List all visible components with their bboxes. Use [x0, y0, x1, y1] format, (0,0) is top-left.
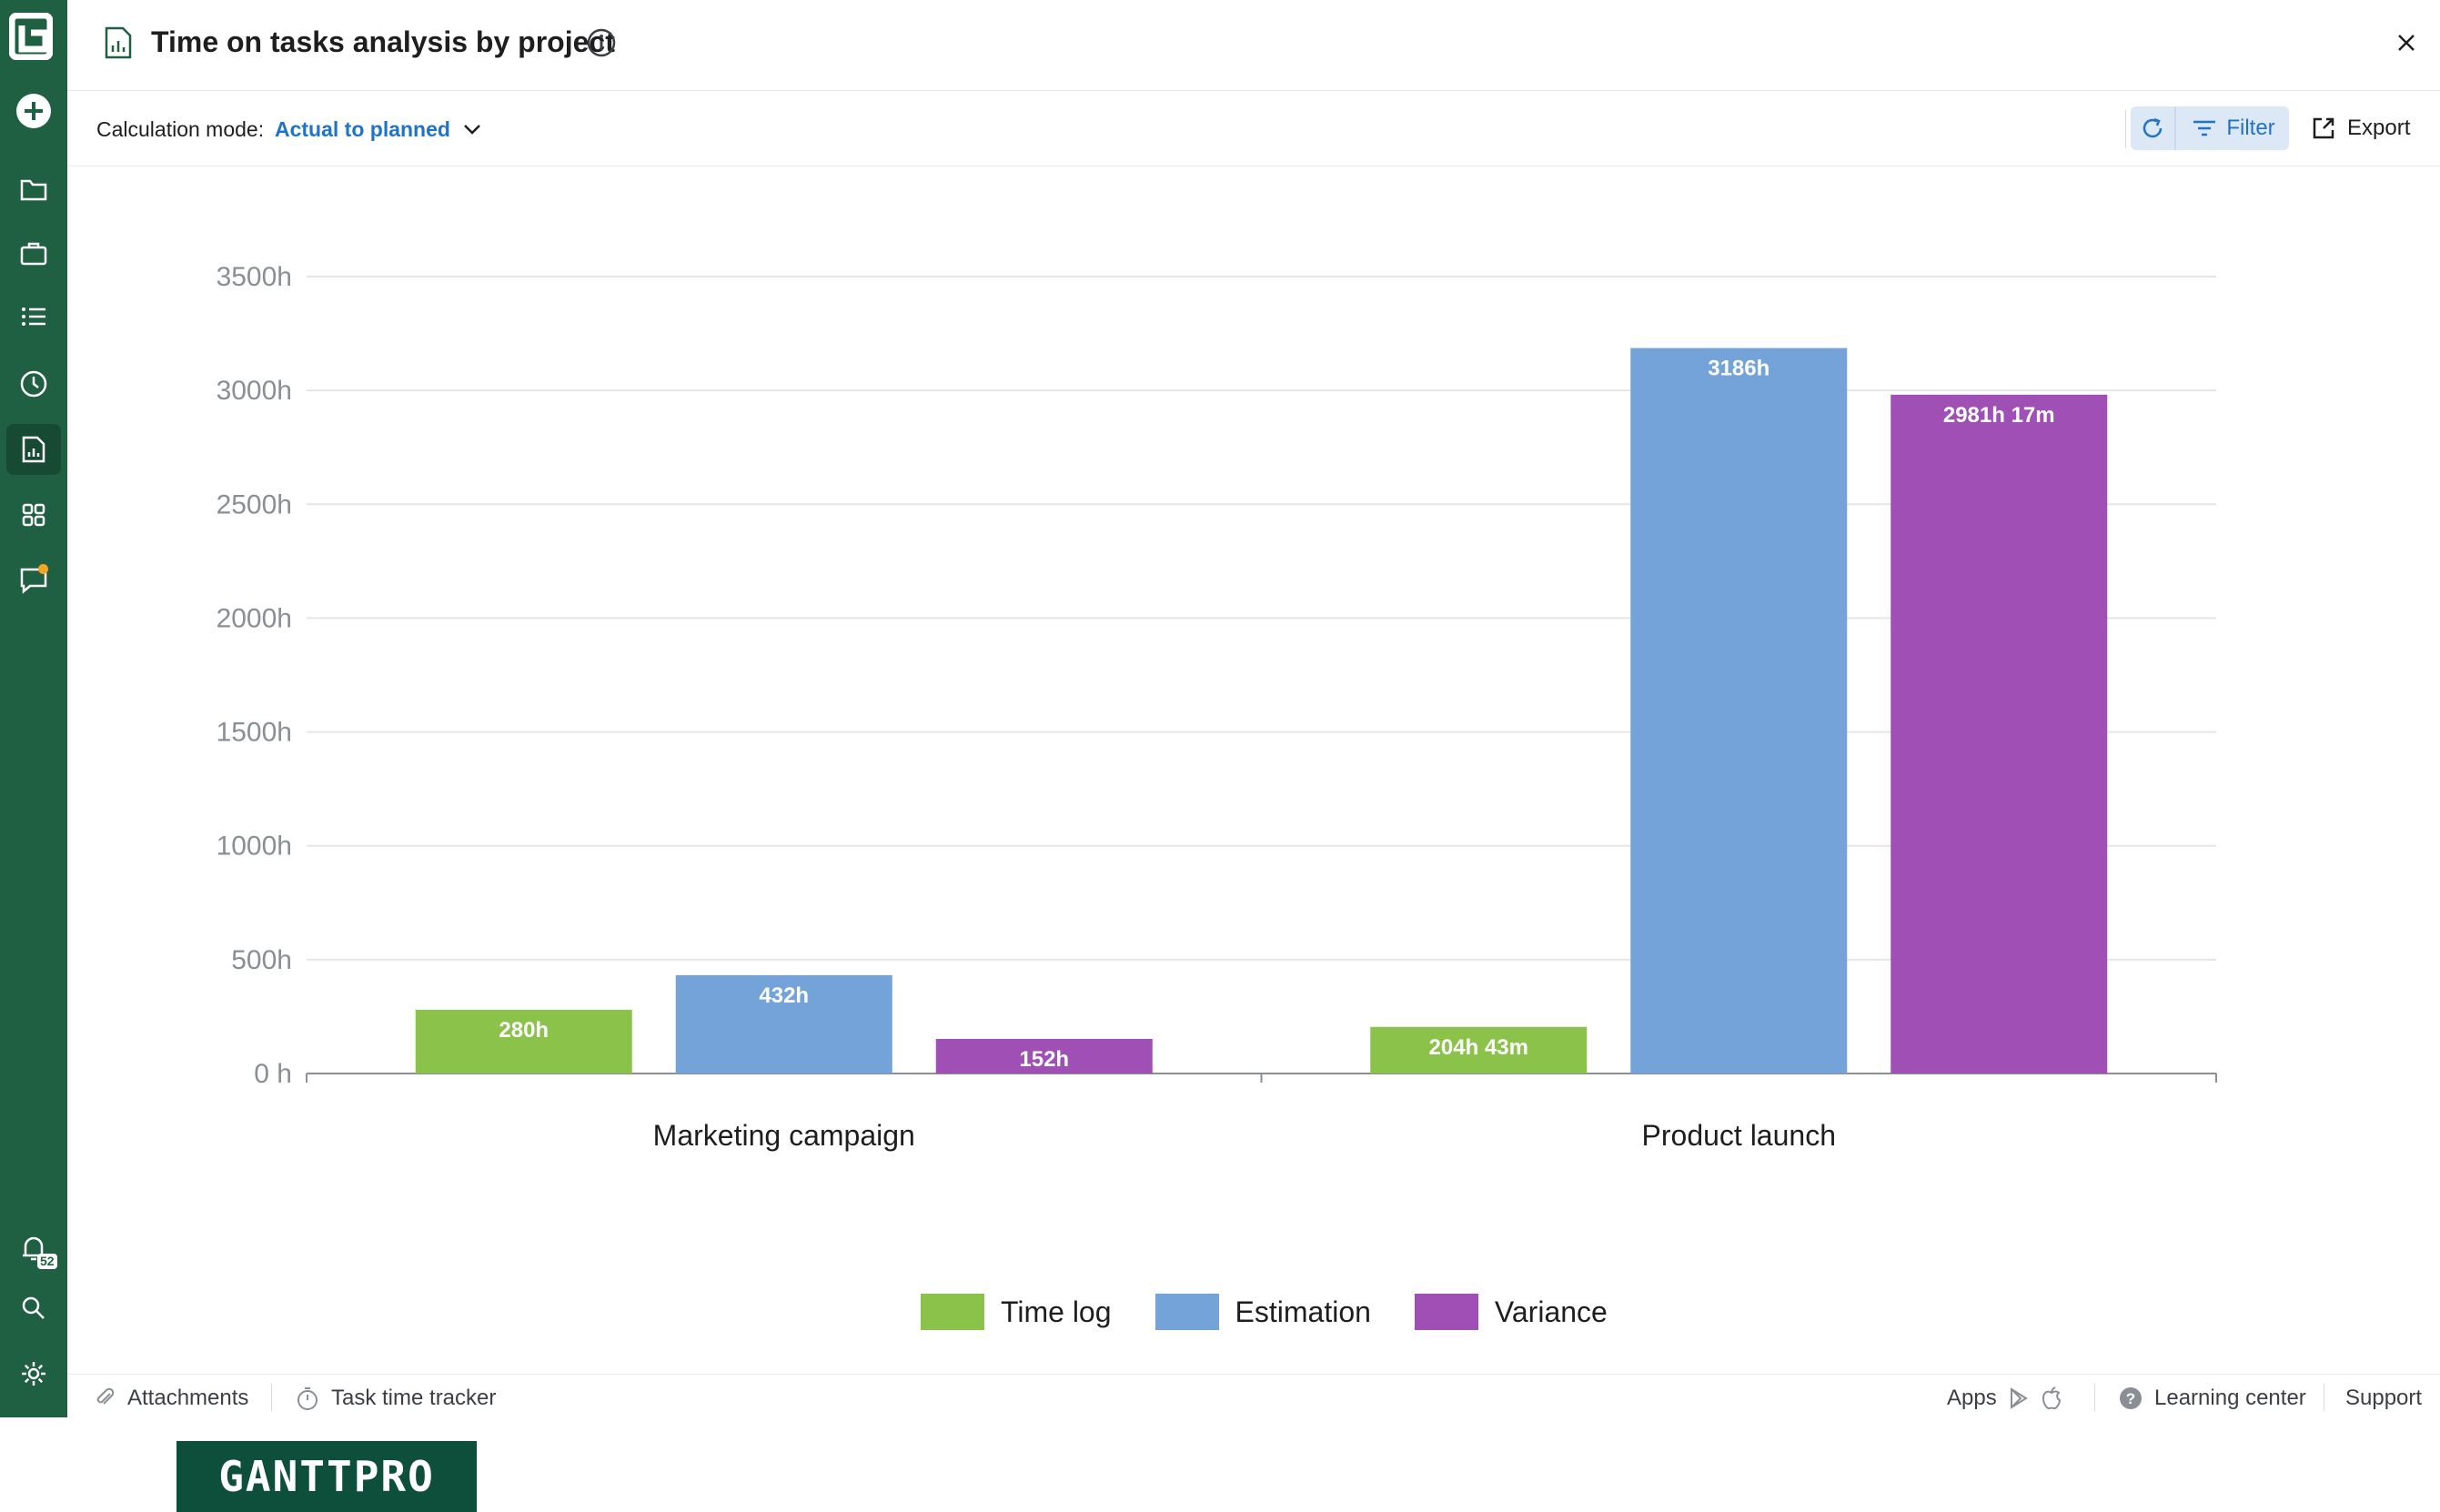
svg-text:?: ? — [2126, 1390, 2135, 1407]
info-icon[interactable] — [586, 27, 617, 63]
refresh-button[interactable] — [2131, 106, 2176, 150]
settings-gear-icon[interactable] — [6, 1348, 61, 1399]
y-tick-label: 3000h — [217, 376, 292, 406]
support-label: Support — [2345, 1386, 2423, 1410]
close-icon[interactable] — [2391, 27, 2422, 63]
legend-item-variance[interactable]: Variance — [1414, 1294, 1608, 1330]
time-tracking-clock-icon[interactable] — [6, 358, 61, 409]
footer-bar: Attachments Task time tracker Apps ? Lea… — [67, 1374, 2440, 1417]
bar-time-log — [1370, 1026, 1588, 1074]
toolbar-button-group: Filter — [2131, 106, 2289, 150]
bar-chart: 0 h 500h 1000h 1500h 2000h 2500h 3000h 3500h 280… — [217, 262, 2217, 1152]
apps-link[interactable]: Apps — [1947, 1386, 2062, 1411]
report-toolbar: Calculation mode: Actual to planned Filt… — [67, 92, 2440, 166]
legend-label: Variance — [1494, 1295, 1608, 1328]
search-icon[interactable] — [6, 1283, 61, 1334]
help-circle-icon: ? — [2120, 1387, 2142, 1409]
x-category-label: Product launch — [1642, 1119, 1836, 1152]
y-tick-label: 500h — [231, 945, 292, 975]
notifications-bell-icon[interactable]: 52 — [6, 1223, 61, 1274]
projects-folder-icon[interactable] — [6, 164, 61, 215]
reports-icon[interactable] — [6, 424, 61, 475]
filter-icon — [2193, 120, 2216, 136]
bar-estimation — [1630, 348, 1848, 1074]
bar-value-label: 152h — [1019, 1047, 1069, 1072]
calculation-mode-dropdown[interactable]: Actual to planned — [275, 117, 450, 141]
legend-label: Time log — [1001, 1295, 1112, 1328]
calculation-mode-label: Calculation mode: — [96, 117, 265, 141]
create-new-icon[interactable] — [6, 86, 61, 136]
bar-variance — [1890, 394, 2108, 1074]
chart-area: 0 h 500h 1000h 1500h 2000h 2500h 3000h 3500h 280… — [67, 167, 2440, 1512]
bar-value-label: 204h 43m — [1429, 1035, 1528, 1060]
y-tick-label: 0 h — [254, 1059, 292, 1089]
bar-value-label: 432h — [759, 983, 809, 1008]
apps-label: Apps — [1947, 1386, 1997, 1410]
report-header: Time on tasks analysis by project — [67, 0, 2440, 91]
left-sidebar: 52 — [0, 0, 67, 1417]
task-list-icon[interactable] — [6, 291, 61, 342]
stopwatch-icon — [297, 1387, 318, 1410]
bar-value-label: 3186h — [1708, 357, 1770, 381]
y-tick-label: 2000h — [217, 603, 292, 633]
task-time-tracker-link[interactable]: Task time tracker — [295, 1386, 496, 1411]
footer-divider — [2094, 1384, 2095, 1411]
chat-comments-icon[interactable] — [6, 555, 61, 606]
bar-variance — [935, 1038, 1153, 1074]
brand-logo-text: GANTTPRO — [218, 1452, 435, 1501]
legend-swatch-time-log — [921, 1294, 984, 1330]
chart-legend: Time log Estimation Variance — [921, 1294, 1608, 1330]
notification-count-badge: 52 — [37, 1254, 57, 1269]
filter-button[interactable]: Filter — [2178, 106, 2289, 150]
legend-item-estimation[interactable]: Estimation — [1154, 1294, 1371, 1330]
page-title: Time on tasks analysis by project — [151, 25, 615, 58]
apple-icon — [2042, 1386, 2061, 1410]
portfolio-briefcase-icon[interactable] — [6, 227, 61, 278]
filter-button-label: Filter — [2226, 116, 2275, 140]
learning-center-link[interactable]: ? Learning center — [2118, 1386, 2306, 1411]
attachments-link[interactable]: Attachments — [95, 1386, 248, 1411]
y-tick-label: 3500h — [217, 262, 292, 292]
bar-value-label: 280h — [499, 1018, 549, 1043]
y-tick-label: 1000h — [217, 832, 292, 862]
export-icon — [2313, 117, 2334, 139]
attachments-label: Attachments — [127, 1386, 249, 1410]
export-button-label: Export — [2347, 116, 2411, 140]
bar-value-label: 2981h 17m — [1943, 403, 2055, 428]
y-tick-label: 1500h — [217, 718, 292, 748]
task-time-tracker-label: Task time tracker — [331, 1386, 497, 1410]
report-document-icon — [104, 25, 133, 65]
bar-estimation — [675, 974, 892, 1074]
app-logo-icon[interactable] — [8, 12, 54, 61]
footer-divider — [271, 1384, 272, 1411]
legend-label: Estimation — [1235, 1295, 1371, 1328]
x-category-label: Marketing campaign — [653, 1119, 915, 1152]
dashboard-grid-icon[interactable] — [6, 489, 61, 540]
chevron-down-icon[interactable] — [460, 119, 484, 144]
ganttpro-logo: GANTTPRO — [176, 1441, 477, 1512]
google-play-icon — [2010, 1387, 2028, 1409]
toolbar-divider — [2125, 110, 2126, 148]
bar-time-log — [415, 1009, 632, 1074]
unread-dot — [38, 564, 48, 574]
export-button[interactable]: Export — [2311, 106, 2410, 150]
legend-swatch-estimation — [1154, 1294, 1219, 1330]
learning-center-label: Learning center — [2154, 1386, 2306, 1410]
paperclip-icon — [96, 1387, 115, 1405]
legend-swatch-variance — [1414, 1294, 1478, 1330]
y-tick-label: 2500h — [217, 489, 292, 519]
support-link[interactable]: Support — [2345, 1386, 2422, 1411]
refresh-icon — [2143, 117, 2163, 138]
legend-item-time-log[interactable]: Time log — [921, 1294, 1112, 1330]
